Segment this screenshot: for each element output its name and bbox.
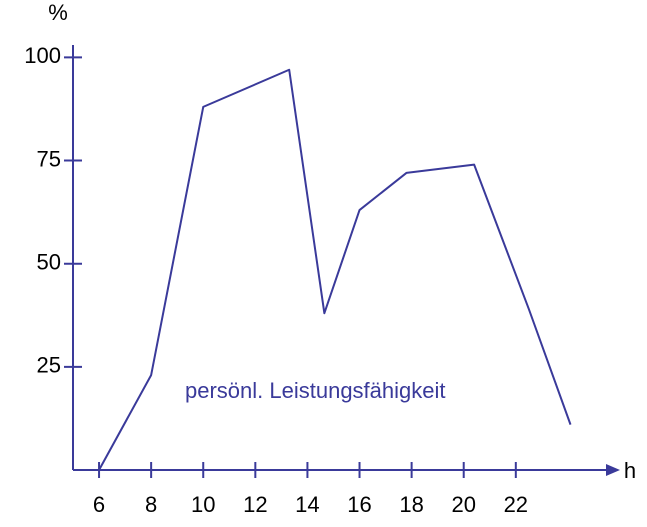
y-tick-label: 25 — [37, 353, 61, 378]
x-tick-label: 14 — [295, 492, 319, 517]
x-tick-label: 6 — [93, 492, 105, 517]
x-tick-label: 18 — [399, 492, 423, 517]
x-tick-label: 20 — [451, 492, 475, 517]
x-tick-label: 12 — [243, 492, 267, 517]
series-label: persönl. Leistungsfähigkeit — [185, 378, 446, 403]
x-axis-label: h — [624, 458, 636, 483]
y-axis-label: % — [48, 0, 68, 25]
y-tick-label: 75 — [37, 146, 61, 171]
y-tick-label: 100 — [24, 43, 61, 68]
x-tick-label: 22 — [504, 492, 528, 517]
line — [98, 68, 572, 471]
x-tick-label: 8 — [145, 492, 157, 517]
x-axis-arrow — [606, 464, 620, 476]
x-tick-label: 16 — [347, 492, 371, 517]
x-tick-label: 10 — [191, 492, 215, 517]
y-tick-label: 50 — [37, 250, 61, 275]
